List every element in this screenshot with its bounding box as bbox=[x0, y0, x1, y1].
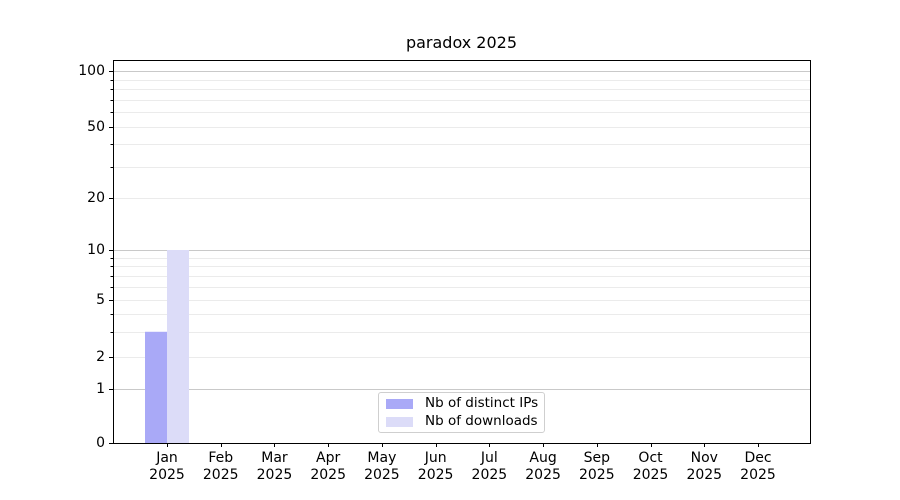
plot-border bbox=[113, 60, 811, 444]
x-tick-label: Apr 2025 bbox=[297, 450, 359, 484]
x-tick-label: Oct 2025 bbox=[620, 450, 682, 484]
x-tick-year: 2025 bbox=[364, 467, 400, 483]
x-tick-label: May 2025 bbox=[351, 450, 413, 484]
legend-item: Nb of distinct IPs bbox=[386, 395, 539, 411]
x-tick-month: Apr bbox=[316, 450, 341, 466]
x-tick-label: Nov 2025 bbox=[673, 450, 735, 484]
x-tick-label: Feb 2025 bbox=[190, 450, 252, 484]
x-tick-month: Nov bbox=[690, 450, 718, 466]
y-tick-label: 5 bbox=[96, 292, 105, 308]
x-tick-label: Jan 2025 bbox=[136, 450, 198, 484]
x-tick-year: 2025 bbox=[256, 467, 293, 483]
x-tick-month: Jan bbox=[156, 450, 178, 466]
y-tick-label: 20 bbox=[87, 190, 105, 206]
bar-downloads bbox=[167, 250, 189, 443]
x-tick-month: Jun bbox=[424, 450, 447, 466]
x-tick-label: Sep 2025 bbox=[566, 450, 628, 484]
x-tick-month: Mar bbox=[261, 450, 288, 466]
x-tick-month: Oct bbox=[638, 450, 663, 466]
chart-title: paradox 2025 bbox=[405, 33, 518, 52]
x-tick-year: 2025 bbox=[740, 467, 776, 483]
x-tick-month: Sep bbox=[583, 450, 610, 466]
bar-distinct-ips bbox=[145, 331, 167, 443]
legend-swatch-icon bbox=[386, 398, 413, 409]
y-tick-label: 100 bbox=[78, 63, 105, 79]
x-tick-year: 2025 bbox=[310, 467, 346, 483]
y-tick-label: 50 bbox=[87, 119, 105, 135]
x-tick-month: Feb bbox=[208, 450, 234, 466]
x-tick-year: 2025 bbox=[525, 467, 561, 483]
x-tick-year: 2025 bbox=[471, 467, 508, 483]
x-tick-label: Aug 2025 bbox=[512, 450, 574, 484]
legend: Nb of distinct IPs Nb of downloads bbox=[378, 392, 545, 433]
x-tick-month: Aug bbox=[529, 450, 557, 466]
x-tick-year: 2025 bbox=[202, 467, 239, 483]
y-tick-label: 10 bbox=[87, 242, 105, 258]
legend-label: Nb of distinct IPs bbox=[425, 395, 539, 411]
x-tick-label: Dec 2025 bbox=[727, 450, 789, 484]
x-tick-month: Jul bbox=[480, 450, 498, 466]
y-tick-label: 2 bbox=[96, 349, 105, 365]
x-tick-year: 2025 bbox=[686, 467, 723, 483]
y-tick-label: 1 bbox=[96, 381, 105, 397]
legend-swatch-icon bbox=[386, 416, 413, 427]
x-tick-label: Mar 2025 bbox=[243, 450, 305, 484]
x-tick-year: 2025 bbox=[578, 467, 615, 483]
x-tick-year: 2025 bbox=[632, 467, 669, 483]
y-tick-label: 0 bbox=[96, 435, 105, 451]
x-tick-month: May bbox=[367, 450, 397, 466]
legend-item: Nb of downloads bbox=[386, 413, 538, 429]
legend-label: Nb of downloads bbox=[425, 413, 538, 429]
x-tick-year: 2025 bbox=[149, 467, 185, 483]
x-tick-month: Dec bbox=[744, 450, 772, 466]
x-tick-year: 2025 bbox=[417, 467, 454, 483]
x-tick-label: Jun 2025 bbox=[405, 450, 467, 484]
x-tick-label: Jul 2025 bbox=[458, 450, 520, 484]
